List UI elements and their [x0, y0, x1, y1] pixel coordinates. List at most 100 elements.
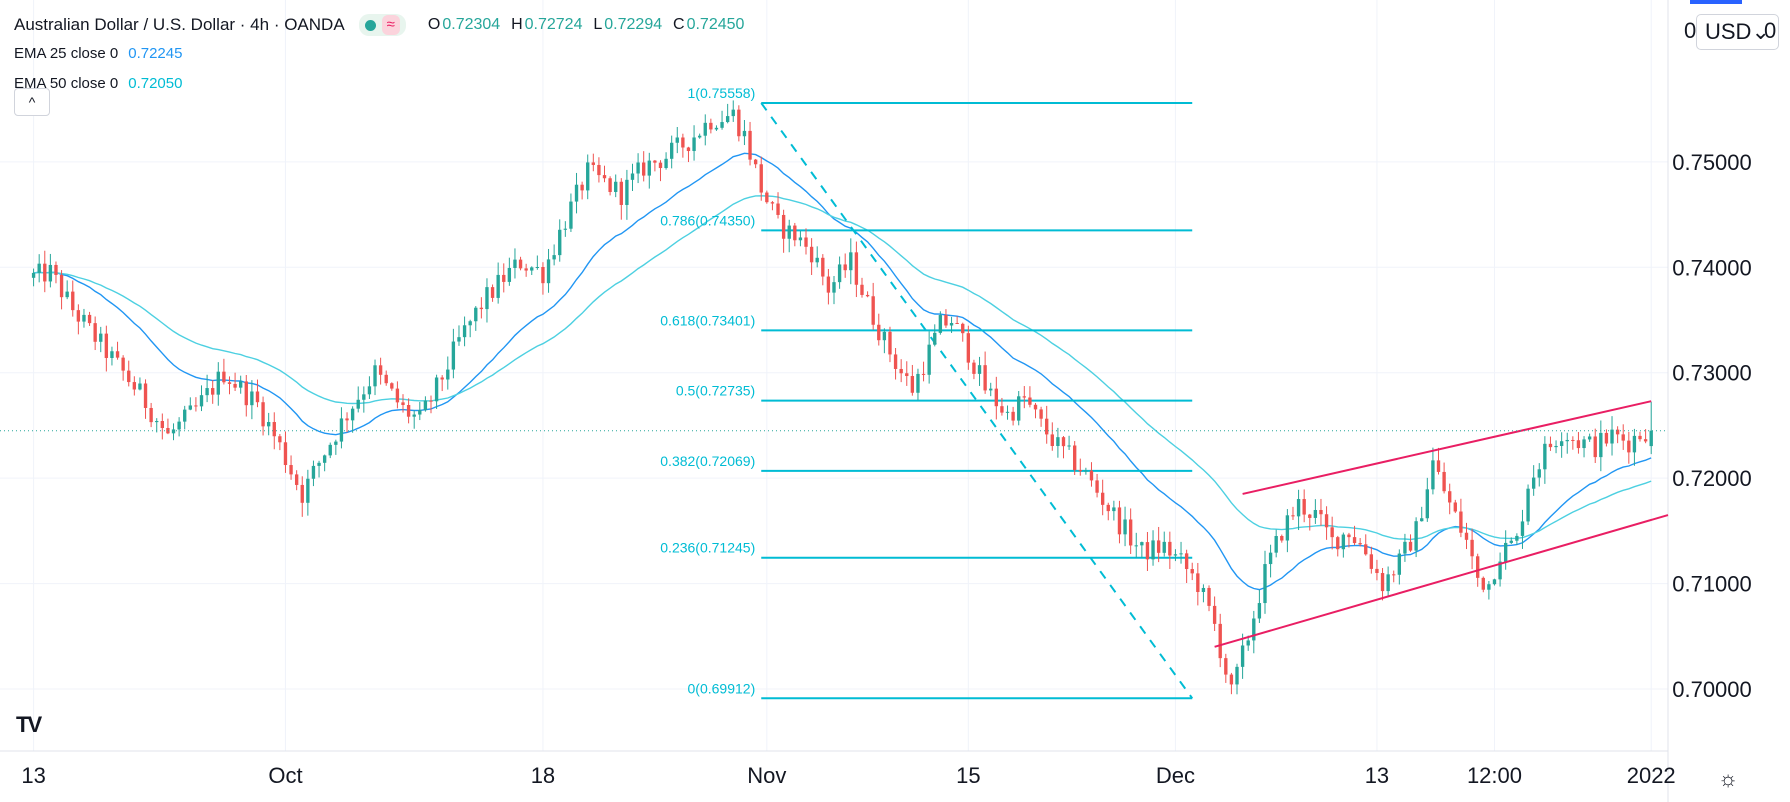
- candle-body: [1604, 432, 1609, 444]
- settings-icon[interactable]: ☼: [1718, 766, 1739, 791]
- candle-body: [1151, 540, 1155, 560]
- candle-body: [1000, 406, 1004, 413]
- candle-body: [630, 173, 635, 180]
- candle-body: [1593, 436, 1597, 458]
- candle-body: [474, 307, 478, 322]
- currency-select[interactable]: USD⌄: [1696, 14, 1779, 50]
- candle-body: [1386, 574, 1390, 592]
- candle-body: [171, 429, 176, 434]
- candle-body: [535, 267, 540, 269]
- symbol-title[interactable]: Australian Dollar / U.S. Dollar · 4h · O…: [14, 15, 345, 34]
- candle-body: [1487, 584, 1491, 590]
- candle-body: [697, 135, 702, 138]
- candle-body: [1095, 480, 1099, 493]
- candle-body: [1408, 541, 1413, 551]
- candle-body: [1420, 518, 1424, 522]
- candle-body: [1011, 411, 1015, 421]
- indicator-ema25[interactable]: EMA 25 close 0 0.72245: [14, 44, 183, 62]
- candle-body: [1291, 515, 1295, 517]
- candle-body: [1089, 470, 1094, 481]
- y-tick-label: 0.73000: [1672, 361, 1752, 386]
- active-tab-indicator: [1690, 0, 1742, 4]
- candle-body: [770, 202, 775, 204]
- candle-body: [765, 192, 769, 203]
- tradingview-logo[interactable]: TV: [16, 712, 42, 737]
- candle-body: [233, 383, 237, 388]
- candle-body: [468, 321, 472, 326]
- candle-body: [737, 109, 741, 137]
- candle-body: [384, 374, 388, 384]
- x-tick-label: Oct: [268, 763, 302, 788]
- market-open-dot-icon: [364, 19, 376, 31]
- candle-body: [334, 441, 338, 445]
- candle-body: [619, 181, 623, 205]
- candle-body: [1263, 564, 1267, 604]
- candle-body: [1285, 515, 1290, 541]
- candle-body: [865, 294, 870, 297]
- candle-body: [905, 373, 909, 377]
- candle-body: [1084, 470, 1088, 472]
- candle-body: [1296, 499, 1301, 517]
- chart-legend: Australian Dollar / U.S. Dollar · 4h · O…: [14, 12, 746, 98]
- candle-body: [1543, 443, 1547, 470]
- candle-body: [244, 381, 248, 406]
- candle-body: [1392, 574, 1396, 576]
- candle-body: [1414, 521, 1418, 551]
- candle-body: [1470, 539, 1474, 557]
- candle-body: [239, 381, 243, 388]
- candle-body: [1380, 573, 1385, 592]
- x-tick-label: 18: [531, 763, 555, 788]
- market-status[interactable]: ≈: [358, 14, 406, 36]
- candle-body: [115, 351, 120, 358]
- candle-body: [1436, 460, 1441, 472]
- candle-body: [513, 259, 517, 268]
- candle-body: [1123, 519, 1127, 535]
- candle-body: [227, 382, 232, 384]
- candle-body: [1324, 514, 1329, 528]
- candle-body: [121, 357, 125, 371]
- candle-body: [406, 405, 411, 417]
- candle-body: [1515, 535, 1519, 541]
- ascending-channel: [1214, 400, 1669, 648]
- candle-body: [530, 267, 534, 271]
- y-tick-label: 0.74000: [1672, 255, 1752, 280]
- candle-body: [1347, 534, 1351, 538]
- candle-body: [753, 159, 758, 165]
- candle-body: [211, 388, 215, 395]
- ema50-value: 0.72050: [128, 74, 183, 92]
- candle-body: [1313, 509, 1318, 518]
- candle-body: [1212, 605, 1217, 624]
- candle-body: [367, 386, 372, 395]
- candle-body: [401, 402, 405, 406]
- candle-body: [574, 184, 579, 202]
- candle-body: [1531, 477, 1536, 489]
- candle-body: [1498, 561, 1502, 580]
- candle-body: [563, 228, 568, 230]
- candle-body: [1162, 541, 1166, 553]
- candle-body: [110, 351, 114, 358]
- candle-body: [977, 365, 982, 374]
- candle-body: [837, 264, 842, 283]
- candle-body: [1005, 411, 1010, 413]
- candle-body: [681, 137, 685, 148]
- collapse-legend-button[interactable]: ^: [14, 88, 50, 116]
- candle-body: [1503, 542, 1508, 562]
- candle-body: [798, 237, 803, 241]
- candle-body: [675, 137, 679, 143]
- candlesticks: [31, 100, 1653, 695]
- candle-body: [748, 130, 752, 160]
- candle-body: [1308, 514, 1312, 518]
- candle-body: [1615, 429, 1620, 435]
- ohlc-close: 0.72450: [686, 16, 745, 33]
- candle-body: [1112, 507, 1116, 512]
- candle-body: [1520, 521, 1525, 536]
- candle-body: [278, 436, 282, 443]
- candle-body: [938, 315, 943, 333]
- indicator-ema50[interactable]: EMA 50 close 0 0.72050: [14, 74, 183, 92]
- candle-body: [1140, 542, 1144, 546]
- candle-body: [451, 341, 456, 370]
- candle-body: [390, 383, 394, 389]
- candle-body: [373, 365, 377, 387]
- candle-body: [1397, 553, 1402, 575]
